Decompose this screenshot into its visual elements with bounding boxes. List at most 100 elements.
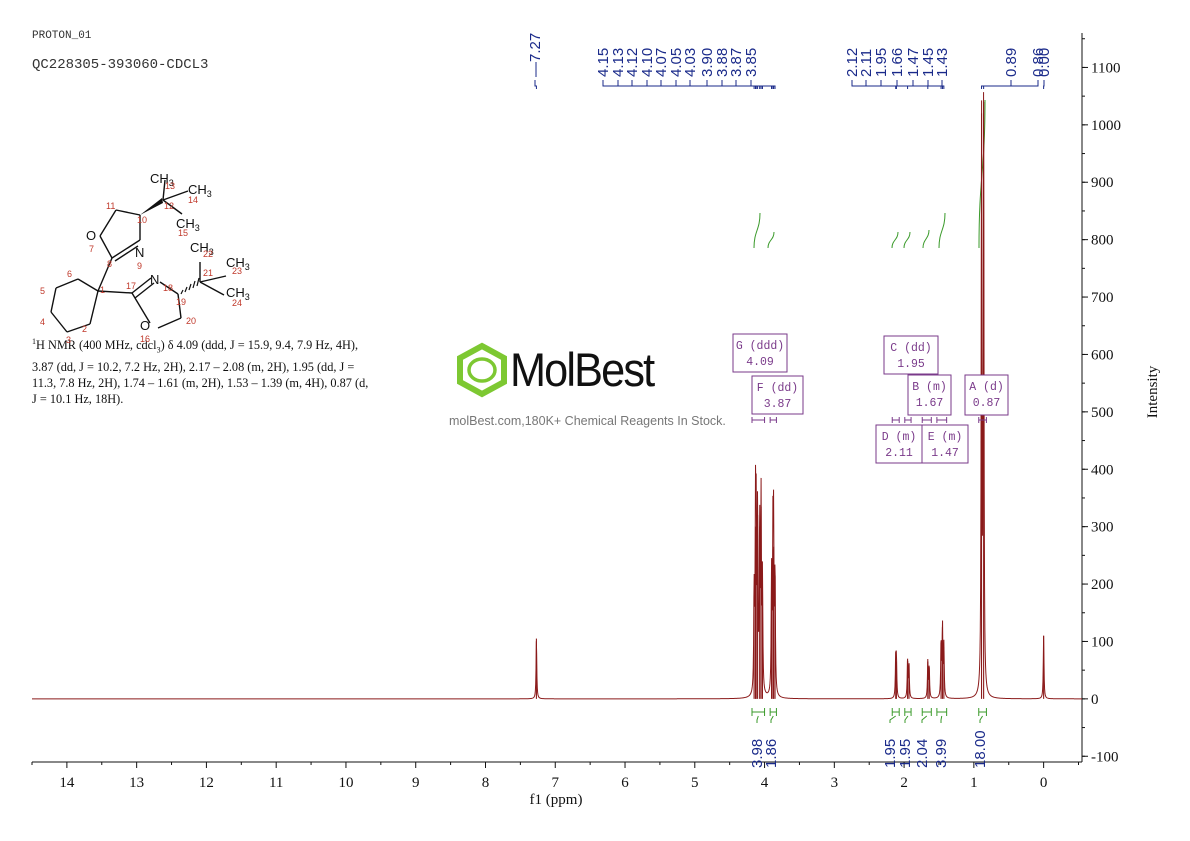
integral-curve bbox=[753, 212, 761, 249]
svg-text:2: 2 bbox=[82, 324, 87, 334]
integral-value: 1.95 bbox=[897, 739, 914, 768]
peak-label: 0.00 bbox=[1036, 48, 1053, 89]
peak-label: 1.43 bbox=[934, 48, 951, 89]
integral-leader bbox=[940, 715, 943, 723]
x-axis-label: f1 (ppm) bbox=[530, 792, 583, 808]
integral-curve bbox=[938, 212, 946, 249]
svg-text:21: 21 bbox=[203, 268, 213, 278]
x-tick-label: 12 bbox=[199, 775, 214, 791]
x-tick-label: 2 bbox=[900, 775, 908, 791]
x-tick-label: 5 bbox=[691, 775, 699, 791]
peak-label-text: 1.66 bbox=[889, 48, 906, 77]
peak-label-text: 1.45 bbox=[920, 48, 937, 77]
integral-curves bbox=[753, 99, 986, 249]
x-tick-label: 6 bbox=[621, 775, 629, 791]
multiplet-value: 0.87 bbox=[973, 397, 1001, 410]
svg-text:20: 20 bbox=[186, 316, 196, 326]
peak-label-text: 3.85 bbox=[743, 48, 760, 77]
multiplet-label: G (ddd) bbox=[736, 340, 784, 353]
y-tick-label: 400 bbox=[1091, 462, 1114, 478]
peak-label-leader bbox=[689, 80, 763, 89]
peak-label-text: 1.43 bbox=[934, 48, 951, 77]
peak-label: 3.85 bbox=[743, 48, 776, 89]
integral-leader bbox=[979, 715, 984, 723]
integral-curve bbox=[891, 231, 899, 249]
nmr-line1-sub: 3 bbox=[156, 345, 161, 355]
x-tick-label: 3 bbox=[831, 775, 839, 791]
multiplet-frame bbox=[751, 375, 804, 415]
peak-label-text: 0.86 bbox=[1030, 48, 1047, 77]
integral-leader bbox=[756, 715, 759, 723]
peak-label: —7.27 bbox=[527, 33, 544, 89]
y-tick-label: 1100 bbox=[1091, 60, 1120, 76]
multiplet-value: 2.11 bbox=[885, 447, 913, 460]
peak-label-leader bbox=[646, 80, 759, 89]
multiplet-label: E (m) bbox=[928, 431, 963, 444]
svg-text:14: 14 bbox=[188, 195, 198, 205]
spectrum-trace bbox=[32, 92, 1082, 700]
svg-text:N: N bbox=[150, 272, 159, 287]
svg-text:9: 9 bbox=[137, 261, 142, 271]
peak-label-leader bbox=[880, 80, 909, 89]
peak-label: 1.47 bbox=[905, 48, 942, 89]
y-axis-label: Intensity bbox=[1145, 365, 1161, 418]
integral-leader bbox=[904, 715, 909, 723]
experiment-label: PROTON_01 bbox=[32, 30, 92, 42]
peak-label-leader bbox=[721, 80, 774, 89]
integral-curve bbox=[903, 231, 911, 249]
integral: 3.98 bbox=[749, 708, 766, 768]
peak-label-text: 1.47 bbox=[905, 48, 922, 77]
peak-label-text: 3.88 bbox=[714, 48, 731, 77]
brand-tagline: molBest.com,180K+ Chemical Reagents In S… bbox=[449, 414, 726, 428]
peak-label-leader bbox=[675, 80, 762, 89]
svg-text:23: 23 bbox=[232, 266, 242, 276]
integral-value: 18.00 bbox=[972, 730, 989, 768]
integral-curve bbox=[922, 229, 930, 249]
peak-labels: —7.27 4.154.134.124.104.074.054.03 3.903.8… bbox=[527, 33, 1053, 89]
multiplet-frame bbox=[732, 333, 788, 373]
x-tick-label: 7 bbox=[552, 775, 560, 791]
nmr-line3: 11.3, 7.8 Hz, 2H), 1.74 – 1.61 (m, 2H), … bbox=[32, 375, 369, 390]
integral-value: 3.98 bbox=[749, 739, 766, 768]
integral: 1.95 bbox=[897, 708, 914, 768]
peak-label-text: 0.00 bbox=[1036, 48, 1053, 77]
integral-value: 1.95 bbox=[882, 739, 899, 768]
multiplet-frame bbox=[964, 374, 1009, 416]
x-tick-label: 11 bbox=[269, 775, 283, 791]
integrals: 3.981.86 1.951.95 2.04 3.99 18.00 bbox=[749, 708, 989, 768]
peak-label-leader bbox=[851, 80, 897, 89]
integral: 2.04 bbox=[914, 708, 932, 768]
nmr-superscript: 1 bbox=[32, 337, 36, 346]
multiplet-value: 1.67 bbox=[916, 397, 944, 410]
peak-label-leader bbox=[706, 80, 773, 89]
peak-label-leader bbox=[735, 80, 775, 89]
peak-label-leader bbox=[534, 80, 537, 89]
chemical-structure: O N N O CH3 CH3 CH3 CH3 CH3 CH3 1 2 3 4 … bbox=[40, 171, 250, 345]
peak-label-text: 4.15 bbox=[595, 48, 612, 77]
peak-label-text: 4.05 bbox=[668, 48, 685, 77]
svg-text:CH3: CH3 bbox=[226, 285, 250, 302]
peak-label-text: 4.10 bbox=[639, 48, 656, 77]
svg-text:8: 8 bbox=[107, 259, 112, 269]
svg-text:15: 15 bbox=[178, 228, 188, 238]
x-tick-label: 14 bbox=[59, 775, 75, 791]
integral: 1.86 bbox=[763, 708, 780, 768]
peak-label-text: 4.07 bbox=[653, 48, 670, 77]
y-tick-label: 300 bbox=[1091, 520, 1114, 536]
x-tick-label: 13 bbox=[129, 775, 144, 791]
peak-label-leader bbox=[941, 80, 945, 89]
integral: 1.95 bbox=[882, 708, 900, 768]
x-tick-label: 4 bbox=[761, 775, 769, 791]
multiplet-box: B (m) 1.67 bbox=[907, 374, 952, 423]
peak-label-text: 4.13 bbox=[610, 48, 627, 77]
peak-label-text: 2.11 bbox=[858, 49, 875, 77]
axes: 14 13 12 11 10 9 8 7 6 5 4 3 2 1 0-1000100200300400500… bbox=[31, 33, 1121, 791]
integral-leader bbox=[889, 715, 897, 723]
y-tick-label: 200 bbox=[1091, 577, 1114, 593]
svg-text:11: 11 bbox=[106, 201, 115, 211]
multiplet-frame bbox=[883, 335, 939, 375]
y-tick-label: 600 bbox=[1091, 347, 1114, 363]
integral-value: 1.86 bbox=[763, 739, 780, 768]
peak-label-leader bbox=[896, 80, 929, 89]
